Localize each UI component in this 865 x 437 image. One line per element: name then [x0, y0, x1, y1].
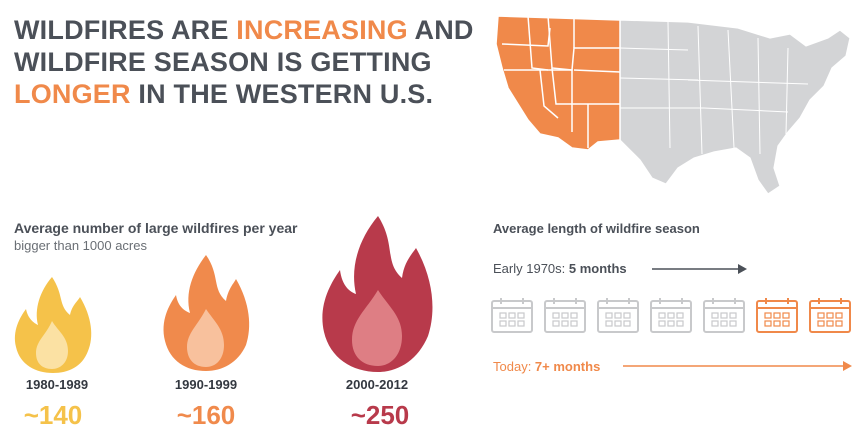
- calendar-icon: [756, 298, 798, 333]
- calendar-icon: [597, 298, 639, 333]
- headline-part1: WILDFIRES ARE: [14, 15, 237, 45]
- fires-chart-title: Average number of large wildfires per ye…: [14, 220, 298, 236]
- today-value: 7+ months: [534, 359, 601, 374]
- fires-chart-subtitle: bigger than 1000 acres: [14, 238, 147, 253]
- headline: WILDFIRES ARE INCREASING AND WILDFIRE SE…: [14, 14, 484, 110]
- early-label: Early 1970s:: [493, 261, 569, 276]
- flame-icon-1980s: [14, 277, 92, 373]
- headline-highlight-longer: LONGER: [14, 79, 131, 109]
- arrow-right-icon-early: [652, 264, 747, 274]
- decade-label-2: 1990-1999: [174, 377, 238, 392]
- arrow-right-icon-today: [623, 361, 852, 371]
- flame-icon-2000s: [322, 216, 433, 372]
- early-value: 5 months: [568, 261, 627, 276]
- headline-highlight-increasing: INCREASING: [236, 15, 408, 45]
- headline-part3: IN THE WESTERN U.S.: [130, 79, 434, 109]
- calendar-icon: [544, 298, 586, 333]
- decade-label-1: 1980-1989: [25, 377, 89, 392]
- us-map-icon: [495, 15, 851, 195]
- early-1970s-line: Early 1970s: 5 months: [493, 261, 627, 276]
- us-map-east: [619, 19, 851, 195]
- fire-count-2: ~160: [176, 400, 236, 430]
- season-title: Average length of wildfire season: [493, 221, 700, 236]
- decade-label-3: 2000-2012: [345, 377, 409, 392]
- calendar-icon: [809, 298, 851, 333]
- fire-count-3: ~250: [350, 400, 410, 430]
- headline-part2: AND WILDFIRE SEASON IS GETTING: [14, 15, 474, 77]
- fire-count-1: ~140: [23, 400, 83, 430]
- flame-icon-1990s: [163, 255, 250, 371]
- today-line: Today: 7+ months: [493, 359, 600, 374]
- today-label: Today:: [493, 359, 535, 374]
- calendar-icon: [650, 298, 692, 333]
- calendar-icon: [491, 298, 533, 333]
- us-map-west: [495, 15, 621, 151]
- calendar-icon: [703, 298, 745, 333]
